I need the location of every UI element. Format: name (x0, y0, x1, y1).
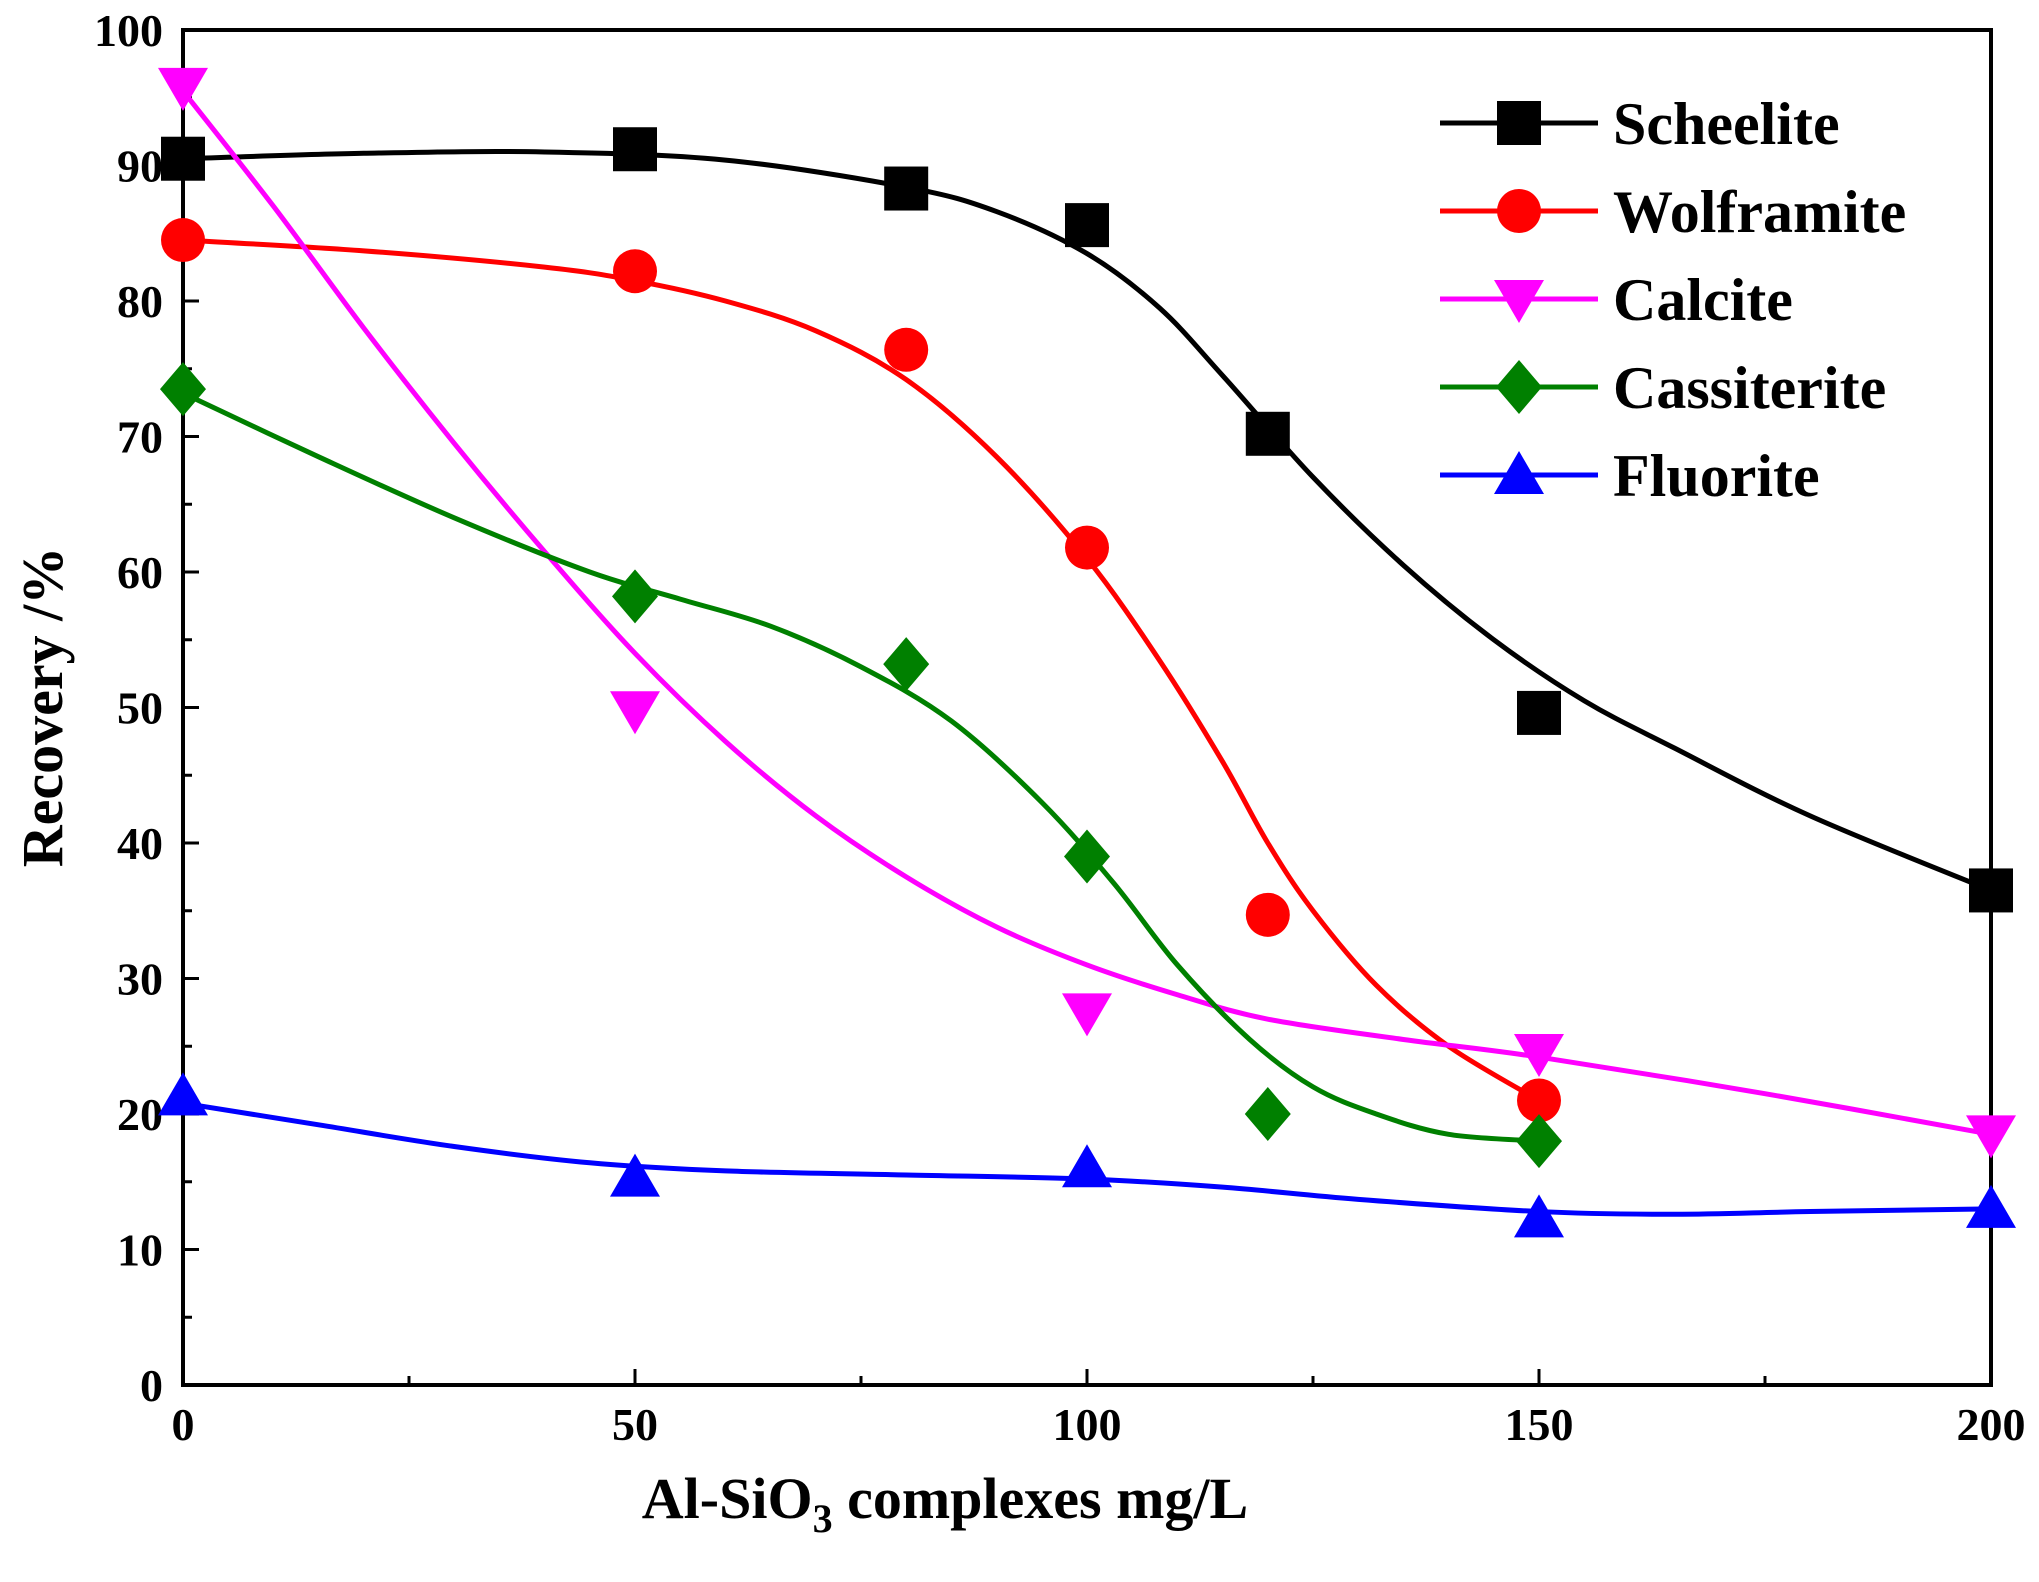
calcite-point (1062, 993, 1112, 1037)
series-layer (158, 67, 2016, 1238)
legend-item-fluorite: Fluorite (1440, 443, 1820, 509)
calcite-fit-line (181, 89, 1992, 1137)
series-fluorite (158, 1072, 2016, 1238)
cassiterite-point (160, 362, 206, 417)
legend-marker-wolframite (1497, 189, 1541, 233)
y-tick-label: 20 (117, 1089, 163, 1140)
legend-label-calcite: Calcite (1613, 267, 1793, 333)
scheelite-point (884, 166, 929, 211)
legend-item-scheelite: Scheelite (1440, 91, 1840, 157)
scheelite-point (1245, 411, 1290, 456)
x-tick-label: 50 (612, 1399, 658, 1450)
x-tick-label: 100 (1053, 1399, 1122, 1450)
y-tick-label: 60 (117, 547, 163, 598)
series-cassiterite (160, 362, 1562, 1169)
wolframite-point (1517, 1078, 1561, 1123)
legend-label-scheelite: Scheelite (1613, 91, 1840, 157)
wolframite-point (161, 218, 205, 263)
legend: Scheelite Wolframite Calcite Cassiterite Flu… (1440, 91, 1906, 509)
fluorite-point (1062, 1144, 1112, 1188)
fluorite-point (1966, 1184, 2016, 1228)
calcite-point (158, 67, 208, 111)
legend-item-wolframite: Wolframite (1440, 179, 1906, 245)
wolframite-point (1065, 525, 1109, 570)
cassiterite-point (612, 569, 658, 624)
calcite-point (1514, 1034, 1564, 1078)
legend-label-cassiterite: Cassiterite (1613, 355, 1886, 421)
y-tick-label: 10 (117, 1225, 163, 1276)
x-tick-label: 150 (1505, 1399, 1574, 1450)
cassiterite-point (1516, 1114, 1562, 1169)
legend-item-cassiterite: Cassiterite (1440, 355, 1886, 421)
scheelite-point (1969, 868, 2013, 913)
legend-marker-cassiterite (1496, 360, 1542, 414)
legend-marker-scheelite (1497, 101, 1541, 145)
y-tick-label: 40 (117, 818, 163, 869)
fluorite-point (158, 1072, 208, 1116)
cassiterite-point (1244, 1087, 1291, 1141)
wolframite-fit-line (182, 237, 1541, 1103)
y-tick-label: 100 (94, 5, 163, 56)
scheelite-point (1065, 203, 1109, 248)
y-tick-label: 80 (117, 276, 163, 327)
x-axis-title: Al-SiO3 complexes mg/L (642, 1466, 1248, 1541)
x-tick-label: 0 (172, 1399, 195, 1450)
y-tick-label: 90 (117, 141, 163, 192)
series-wolframite (161, 218, 1561, 1123)
series-scheelite (161, 127, 2013, 913)
y-tick-label: 70 (117, 412, 163, 463)
series-calcite (158, 67, 2016, 1159)
scheelite-fit-line (182, 149, 1992, 893)
legend-item-calcite: Calcite (1440, 267, 1793, 333)
fluorite-point (610, 1153, 660, 1197)
y-tick-label: 30 (117, 954, 163, 1005)
x-axis-title-suffix: complexes mg/L (833, 1466, 1249, 1531)
wolframite-point (613, 249, 657, 294)
y-tick-label: 50 (117, 683, 163, 734)
calcite-point (1966, 1115, 2016, 1159)
y-tick-label: 0 (140, 1360, 163, 1411)
tick-labels: 0 50 100 150 200 0 10 20 30 40 50 60 70 80 90 100 (94, 5, 2026, 1450)
x-tick-label: 200 (1957, 1399, 2026, 1450)
cassiterite-fit-line (181, 390, 1540, 1144)
legend-label-fluorite: Fluorite (1613, 443, 1820, 509)
cassiterite-point (883, 637, 930, 692)
cassiterite-point (1064, 829, 1110, 884)
wolframite-point (884, 327, 929, 372)
x-axis-title-main: Al-SiO (642, 1466, 813, 1531)
legend-marker-calcite (1494, 280, 1544, 323)
scheelite-point (161, 136, 205, 181)
scheelite-point (613, 127, 657, 172)
calcite-point (610, 691, 660, 735)
legend-marker-fluorite (1494, 451, 1544, 494)
y-axis-title: Recovery /% (10, 547, 75, 867)
legend-label-wolframite: Wolframite (1613, 179, 1906, 245)
wolframite-point (1245, 892, 1290, 937)
x-axis-title-subscript: 3 (813, 1496, 833, 1541)
fluorite-point (1514, 1194, 1564, 1238)
scheelite-point (1517, 690, 1561, 735)
